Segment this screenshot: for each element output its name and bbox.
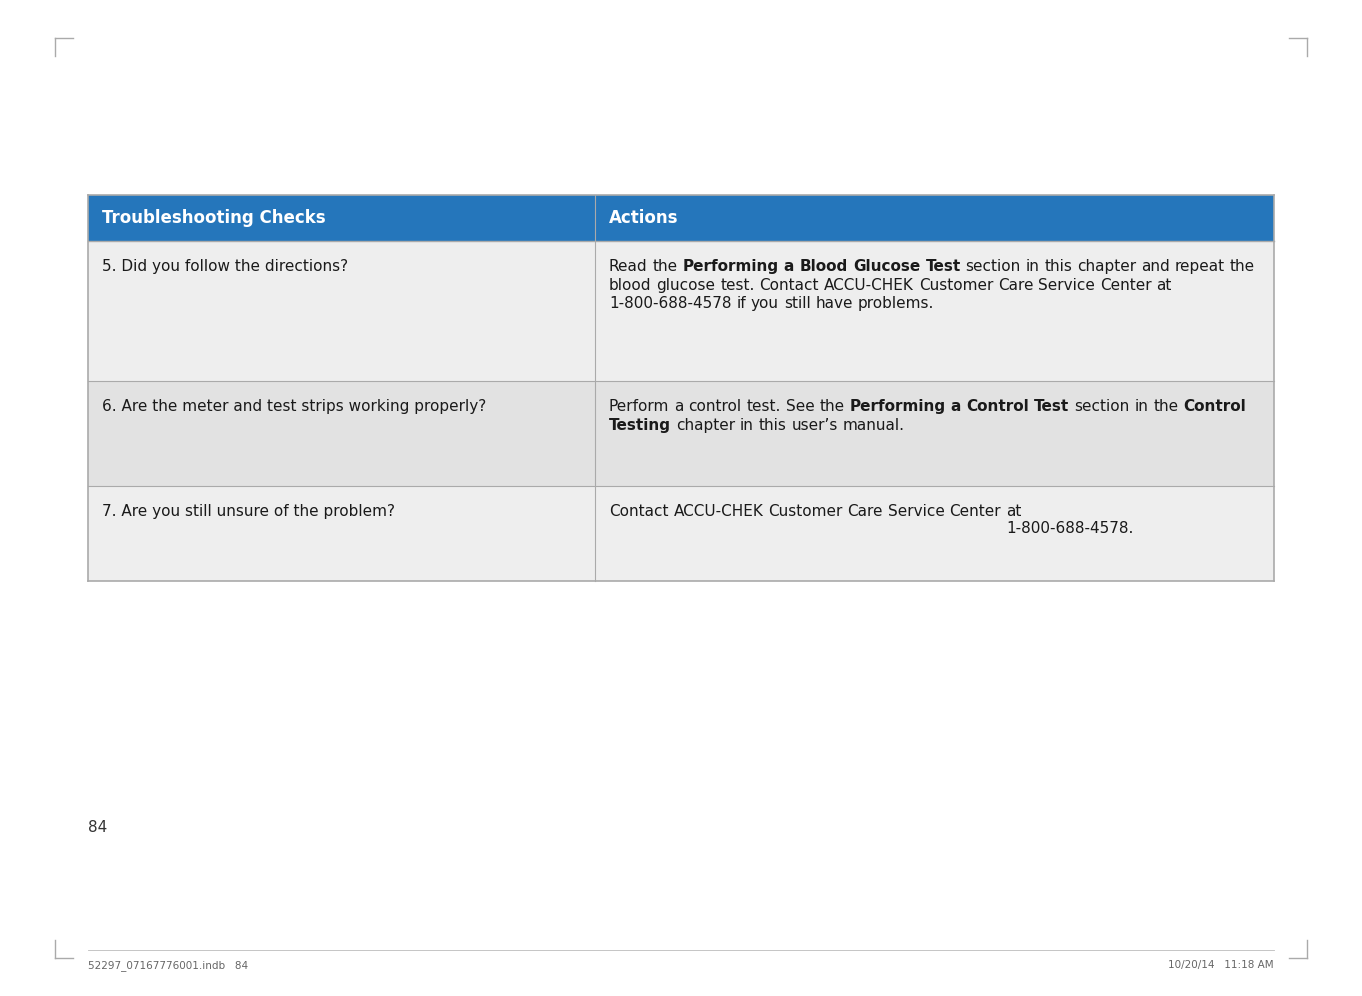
Text: problems.: problems. — [858, 296, 934, 311]
Text: control: control — [689, 399, 742, 414]
Text: ACCU-CHEK: ACCU-CHEK — [824, 278, 914, 293]
Text: Control: Control — [967, 399, 1030, 414]
Text: test.: test. — [720, 278, 755, 293]
Text: Performing: Performing — [682, 259, 779, 274]
Text: the: the — [1230, 259, 1254, 274]
Text: you: you — [750, 296, 779, 311]
Bar — [89, 241, 1273, 381]
Text: Testing: Testing — [609, 417, 671, 432]
Text: Care: Care — [847, 504, 883, 519]
Text: Control: Control — [1184, 399, 1246, 414]
Text: and: and — [1141, 259, 1170, 274]
Text: Test: Test — [926, 259, 960, 274]
Text: the: the — [820, 399, 844, 414]
Text: a: a — [785, 259, 794, 274]
Text: user’s: user’s — [791, 417, 838, 432]
Text: at
1-800-688-4578.: at 1-800-688-4578. — [1007, 504, 1133, 537]
Text: at: at — [1156, 278, 1171, 293]
Text: Blood: Blood — [799, 259, 847, 274]
Text: Center: Center — [1100, 278, 1152, 293]
Text: 5. Did you follow the directions?: 5. Did you follow the directions? — [102, 259, 349, 274]
Text: 10/20/14   11:18 AM: 10/20/14 11:18 AM — [1169, 960, 1273, 970]
Text: 6. Are the meter and test strips working properly?: 6. Are the meter and test strips working… — [102, 399, 486, 414]
Text: blood: blood — [609, 278, 651, 293]
Text: the: the — [1154, 399, 1178, 414]
Text: in: in — [1135, 399, 1148, 414]
Text: Service: Service — [1038, 278, 1095, 293]
Text: if: if — [737, 296, 746, 311]
Text: manual.: manual. — [843, 417, 904, 432]
Text: chapter: chapter — [676, 417, 735, 432]
Bar — [89, 381, 1273, 486]
Text: Service: Service — [888, 504, 945, 519]
Text: the: the — [652, 259, 678, 274]
Text: glucose: glucose — [656, 278, 715, 293]
Text: 52297_07167776001.indb   84: 52297_07167776001.indb 84 — [89, 960, 248, 971]
Text: Read: Read — [609, 259, 647, 274]
Text: in: in — [740, 417, 753, 432]
Text: Care: Care — [998, 278, 1034, 293]
Bar — [89, 486, 1273, 581]
Text: Center: Center — [949, 504, 1001, 519]
Text: test.: test. — [746, 399, 780, 414]
Text: have: have — [816, 296, 853, 311]
Text: Actions: Actions — [609, 209, 678, 227]
Text: Performing: Performing — [850, 399, 945, 414]
Text: Test: Test — [1034, 399, 1069, 414]
Text: 84: 84 — [89, 820, 108, 835]
Text: section: section — [966, 259, 1022, 274]
Text: chapter: chapter — [1077, 259, 1136, 274]
Text: this: this — [1045, 259, 1072, 274]
Text: ACCU-CHEK: ACCU-CHEK — [673, 504, 763, 519]
Text: Contact: Contact — [609, 504, 669, 519]
Text: Perform: Perform — [609, 399, 669, 414]
Text: Customer: Customer — [768, 504, 843, 519]
Text: 1-800-688-4578: 1-800-688-4578 — [609, 296, 731, 311]
Text: a: a — [674, 399, 684, 414]
Text: section: section — [1075, 399, 1129, 414]
Text: Contact: Contact — [760, 278, 819, 293]
Text: a: a — [951, 399, 962, 414]
Text: repeat: repeat — [1175, 259, 1224, 274]
Text: Glucose: Glucose — [853, 259, 921, 274]
Text: Troubleshooting Checks: Troubleshooting Checks — [102, 209, 326, 227]
Text: in: in — [1026, 259, 1039, 274]
Text: this: this — [759, 417, 786, 432]
Text: still: still — [783, 296, 810, 311]
Bar — [89, 195, 1273, 241]
Text: See: See — [786, 399, 814, 414]
Text: Customer: Customer — [918, 278, 993, 293]
Text: 7. Are you still unsure of the problem?: 7. Are you still unsure of the problem? — [102, 504, 395, 519]
